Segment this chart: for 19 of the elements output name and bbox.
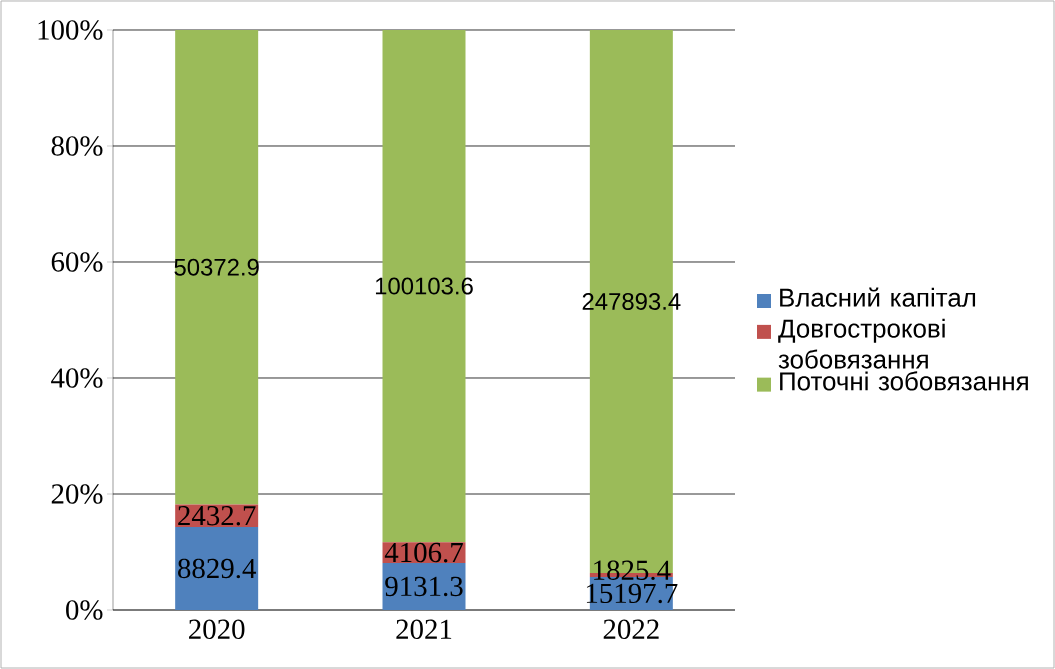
annotation: 8829.4 [178, 558, 256, 579]
legend-label: Довгострокові зобовязання [778, 318, 945, 369]
x-tick-label: 2020 [189, 619, 245, 640]
x-tick-label: 2021 [396, 619, 452, 640]
y-tick-label: 40% [51, 368, 103, 388]
y-tick-label: 60% [51, 252, 103, 272]
bar [175, 29, 259, 505]
annotation: 4106.7 [384, 542, 463, 563]
bar [382, 563, 466, 610]
x-tick-label: 2022 [603, 619, 659, 640]
y-tick-label: 100% [38, 20, 103, 40]
y-tick-label: 0% [66, 600, 103, 620]
bar [175, 527, 259, 610]
y-tick-label: 80% [51, 136, 103, 156]
y-tick-label: 20% [51, 484, 103, 504]
legend-label: Власний капітал [780, 287, 976, 307]
annotation: 9131.3 [385, 576, 463, 597]
legend-label: Поточні зобовязання [780, 371, 1028, 391]
annotation: 2432.7 [178, 505, 256, 526]
